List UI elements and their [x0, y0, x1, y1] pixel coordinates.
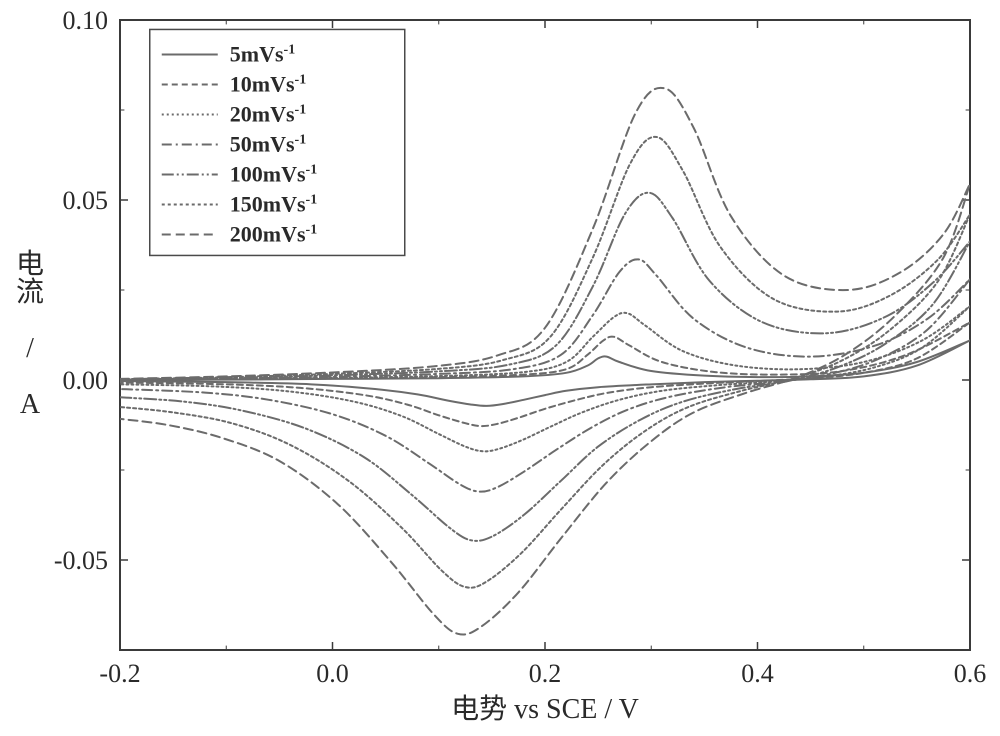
svg-text:150mVs-1: 150mVs-1 [230, 191, 317, 216]
svg-text:100mVs-1: 100mVs-1 [230, 161, 317, 186]
svg-text:0.10: 0.10 [63, 6, 109, 35]
svg-text:0.6: 0.6 [954, 659, 987, 688]
svg-text:0.2: 0.2 [529, 659, 562, 688]
svg-text:/: / [26, 333, 34, 364]
svg-text:流: 流 [16, 276, 44, 308]
svg-text:0.0: 0.0 [316, 659, 349, 688]
svg-text:A: A [20, 389, 41, 420]
cv-chart: -0.2 0.0 0.2 0.4 0.6 -0.05 0.00 0.05 0.10 电势 vs S… [0, 0, 1000, 736]
svg-text:电势 vs SCE / V: 电势 vs SCE / V [451, 693, 639, 725]
svg-text:-0.2: -0.2 [99, 659, 140, 688]
svg-text:电: 电 [16, 248, 44, 280]
svg-text:200mVs-1: 200mVs-1 [230, 221, 317, 246]
svg-text:-0.05: -0.05 [54, 546, 108, 575]
svg-text:0.05: 0.05 [63, 186, 109, 215]
svg-text:0.4: 0.4 [741, 659, 774, 688]
svg-text:0.00: 0.00 [63, 366, 109, 395]
chart-svg: -0.2 0.0 0.2 0.4 0.6 -0.05 0.00 0.05 0.10 电势 vs S… [0, 0, 1000, 736]
